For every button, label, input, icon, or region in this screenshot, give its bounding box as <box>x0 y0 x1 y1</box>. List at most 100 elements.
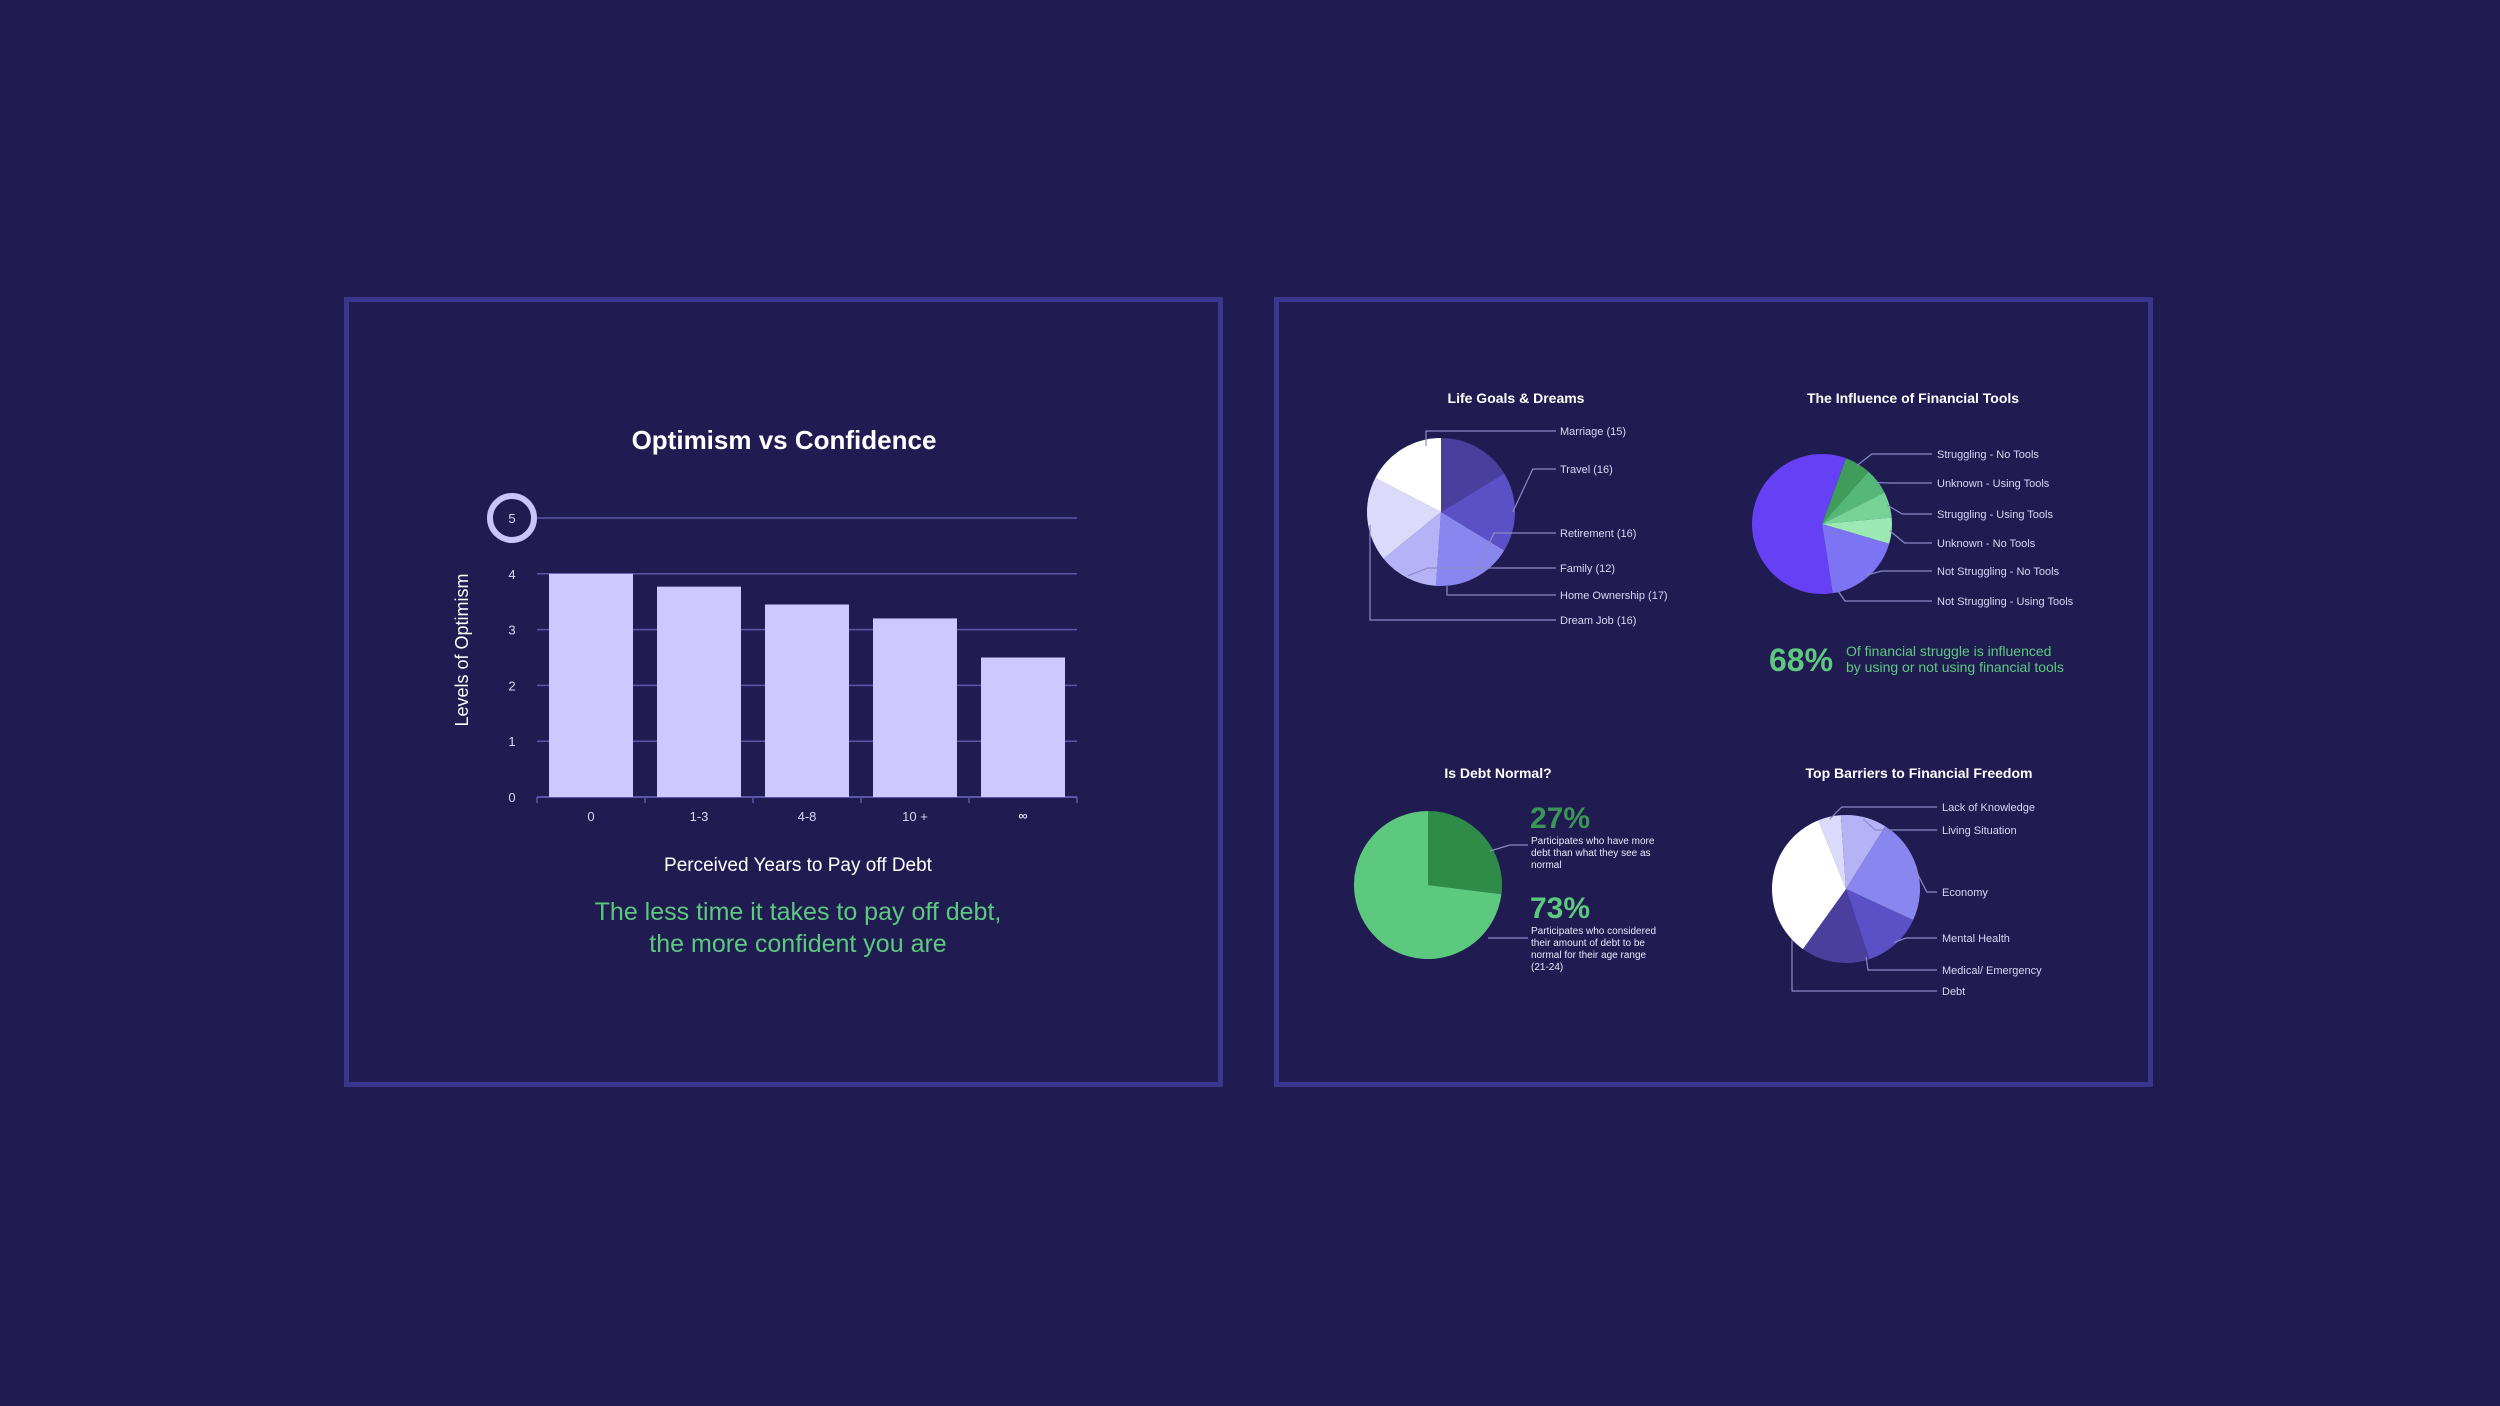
bar-chart-ylabel: Levels of Optimism <box>452 573 472 726</box>
bar-4-8 <box>765 604 849 797</box>
ytick-highlight-marker <box>487 493 537 543</box>
slice-economy <box>1846 826 1921 921</box>
leader-travel-16 <box>1512 468 1556 513</box>
bar-chart-bars <box>549 573 1065 797</box>
ytick-label-2: 2 <box>508 678 515 693</box>
debt-stat-73-text-1: Participates who considered <box>1531 926 1656 937</box>
pie-top-barriers-to-financial-freedom <box>1772 815 1921 963</box>
pie-debt-normal-title: Is Debt Normal? <box>1444 765 1551 781</box>
label-family-12: Family (12) <box>1560 563 1615 575</box>
leader-not-struggling-no-tools <box>1866 570 1932 576</box>
slice-struggling-no-tools <box>1822 458 1869 524</box>
leader-struggling-using-tools <box>1886 504 1932 515</box>
slice-living-situation <box>1840 815 1886 889</box>
leader-lack-of-knowledge <box>1829 806 1937 820</box>
debt-stat-27-text-1: Participates who have more <box>1531 836 1655 847</box>
bar-chart-xlabel: Perceived Years to Pay off Debt <box>664 855 933 876</box>
label-marriage-15: Marriage (15) <box>1560 426 1626 438</box>
slice-marriage-15 <box>1441 438 1505 512</box>
ytick-label-1: 1 <box>508 734 515 749</box>
panel-optimism-chart <box>344 297 1223 1087</box>
pie-charts: Marriage (15) Travel (16) Retirement (16) F… <box>1354 426 2074 998</box>
leader-marriage-15 <box>1425 430 1556 446</box>
debt-stat-27-text-2: debt than what they see as <box>1531 848 1651 859</box>
leader-not-struggling-using-tools <box>1837 590 1932 602</box>
label-travel-16: Travel (16) <box>1560 464 1613 476</box>
xtick-label-10: 10 + <box>902 809 928 824</box>
leader-medical-emergency <box>1865 956 1937 971</box>
slice-unknown-using-tools <box>1822 471 1885 524</box>
slice-dream-job-16 <box>1375 438 1441 512</box>
label-mental-health: Mental Health <box>1942 933 2010 945</box>
xtick-label-1-3: 1-3 <box>690 809 709 824</box>
pie-financial-tools-title: The Influence of Financial Tools <box>1807 390 2019 406</box>
bar-chart-caption-line-1: The less time it takes to pay off debt, <box>595 898 1002 926</box>
slice-family-12 <box>1383 512 1441 586</box>
bar-chart-caption-line-2: the more confident you are <box>649 930 946 958</box>
leader-living-situation <box>1862 818 1937 831</box>
debt-stat-73-text-4: (21-24) <box>1531 962 1563 973</box>
bar-0 <box>549 573 633 797</box>
slice-lack-of-knowledge <box>1818 815 1846 889</box>
leader-family-12 <box>1407 567 1556 577</box>
pie-the-influence-of-financial-tools <box>1751 453 1892 594</box>
financial-tools-stat-text-1: Of financial struggle is influenced <box>1846 643 2051 659</box>
label-unknown-using-tools: Unknown - Using Tools <box>1937 478 2050 490</box>
label-struggling-using-tools: Struggling - Using Tools <box>1937 509 2053 521</box>
leader-struggling-no-tools <box>1856 453 1932 467</box>
leader-unknown-no-tools <box>1889 530 1932 544</box>
debt-stat-27-value: 27% <box>1530 802 1590 835</box>
leader-retirement-16 <box>1473 532 1556 576</box>
leader-debt <box>1791 940 1937 992</box>
slice-unknown-no-tools <box>1822 517 1892 544</box>
bar-chart-title: Optimism vs Confidence <box>632 425 937 455</box>
label-debt: Debt <box>1942 986 1965 998</box>
label-dream-job-16: Dream Job (16) <box>1560 615 1636 627</box>
xtick-label-0: 0 <box>587 809 594 824</box>
label-retirement-16: Retirement (16) <box>1560 528 1636 540</box>
leader-home-ownership-17 <box>1446 586 1556 596</box>
slice-medical-emergency <box>1802 889 1870 963</box>
ytick-label-3: 3 <box>508 623 515 638</box>
bar-infinity <box>981 657 1065 797</box>
bar-chart-ticks: 0 1 2 3 4 5 0 1-3 4-8 10 + ∞ <box>487 493 1028 824</box>
ytick-label-5: 5 <box>508 511 515 526</box>
ytick-label-0: 0 <box>508 790 515 805</box>
slice-debt <box>1772 820 1846 950</box>
label-economy: Economy <box>1942 887 1988 899</box>
ytick-label-4: 4 <box>508 567 515 582</box>
bar-1-3 <box>657 586 741 797</box>
xtick-label-infinity: ∞ <box>1018 808 1027 823</box>
financial-tools-stat-value: 68% <box>1769 642 1833 678</box>
label-not-struggling-using-tools: Not Struggling - Using Tools <box>1937 596 2074 608</box>
label-medical-emergency: Medical/ Emergency <box>1942 965 2042 977</box>
leader-debt-27 <box>1489 844 1528 852</box>
debt-stat-73-text-3: normal for their age range <box>1531 950 1647 961</box>
bar-10 <box>873 618 957 797</box>
pie-life-goals-title: Life Goals & Dreams <box>1448 390 1585 406</box>
label-unknown-no-tools: Unknown - No Tools <box>1937 538 2036 550</box>
debt-stat-73-value: 73% <box>1530 892 1590 925</box>
label-living-situation: Living Situation <box>1942 825 2017 837</box>
slice-participates-who-have-more-debt-than-wha <box>1428 811 1502 895</box>
slice-struggling-using-tools <box>1822 492 1892 524</box>
xtick-label-4-8: 4-8 <box>798 809 817 824</box>
pie-is-debt-normal <box>1354 811 1502 959</box>
label-home-ownership-17: Home Ownership (17) <box>1560 590 1668 602</box>
slice-not-struggling-using-tools <box>1751 453 1846 594</box>
leader-mental-health <box>1893 937 1937 944</box>
label-not-struggling-no-tools: Not Struggling - No Tools <box>1937 566 2060 578</box>
label-lack-of-knowledge: Lack of Knowledge <box>1942 802 2035 814</box>
label-struggling-no-tools: Struggling - No Tools <box>1937 449 2039 461</box>
debt-stat-27-text-3: normal <box>1531 860 1562 871</box>
slice-participates-who-considered-their-amount <box>1354 811 1502 959</box>
leader-dream-job-16 <box>1369 525 1556 621</box>
leader-economy <box>1914 868 1937 893</box>
debt-stat-73-text-2: their amount of debt to be <box>1531 938 1645 949</box>
panel-pie-charts <box>1274 297 2153 1087</box>
pie-barriers-title: Top Barriers to Financial Freedom <box>1806 765 2033 781</box>
slice-home-ownership-17 <box>1367 477 1441 559</box>
pie-life-goals-dreams <box>1367 438 1515 586</box>
slice-not-struggling-no-tools <box>1822 524 1890 594</box>
